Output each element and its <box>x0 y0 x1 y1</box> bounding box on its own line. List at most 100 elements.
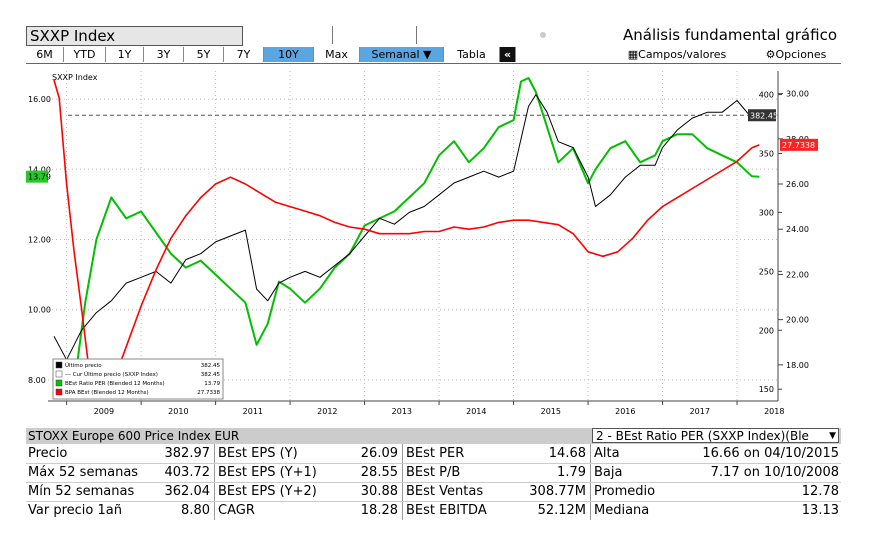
x-tick-label: 2014 <box>466 407 486 416</box>
stat-label: BEst Ventas <box>406 484 484 499</box>
period-button-1y[interactable]: 1Y <box>106 47 144 62</box>
period-button-max[interactable]: Max <box>314 47 360 62</box>
eps-tick-label: 18.00 <box>786 361 809 370</box>
legend-swatch <box>55 361 63 369</box>
stat-value: 362.04 <box>164 484 211 499</box>
legend-swatch <box>55 388 63 396</box>
legend-swatch <box>55 370 63 378</box>
stat-value: 7.17 on 10/10/2008 <box>710 465 839 480</box>
stat-label: Máx 52 semanas <box>28 465 139 480</box>
chevron-down-icon: ▼ <box>829 431 836 441</box>
stat-label: Precio <box>28 446 68 461</box>
price-tick-label: 300 <box>759 208 774 217</box>
stat-value: 1.79 <box>557 465 586 480</box>
eps-value-label: 27.7338 <box>782 141 815 150</box>
stat-label: BEst EBITDA <box>406 503 487 518</box>
stat-label: BEst P/B <box>406 465 461 480</box>
table-row: Var precio 1añ 8.80 CAGR 18.28 BEst EBIT… <box>26 501 841 520</box>
stat-value: 14.68 <box>548 446 586 461</box>
options-button[interactable]: ⚙Opciones <box>756 47 836 62</box>
gear-icon: ⚙ <box>765 48 776 61</box>
chart-series <box>53 77 778 398</box>
per-series-line <box>53 77 760 395</box>
x-tick-label: 2017 <box>690 407 710 416</box>
toolbar-divider <box>416 26 417 44</box>
period-button-10y[interactable]: 10Y <box>264 47 314 62</box>
per-value-label: 13.79 <box>28 173 51 182</box>
period-button-ytd[interactable]: YTD <box>64 47 106 62</box>
x-tick-label: 2011 <box>243 407 263 416</box>
eps-series-line <box>53 79 760 398</box>
price-series-line <box>53 94 760 361</box>
collapse-button[interactable]: « <box>500 47 516 62</box>
period-button-5y[interactable]: 5Y <box>184 47 224 62</box>
period-button-7y[interactable]: 7Y <box>224 47 264 62</box>
chart-svg[interactable]: 2009 2010 2011 2012 2013 2014 2015 2016 2017 2018… <box>26 63 841 428</box>
stat-value: 28.55 <box>360 465 398 480</box>
fields-icon: ▦ <box>627 48 639 61</box>
stat-label: Mín 52 semanas <box>28 484 135 499</box>
stat-value: 30.88 <box>360 484 398 499</box>
period-button-6m[interactable]: 6M <box>26 47 64 62</box>
x-tick-label: 2015 <box>541 407 561 416</box>
fields-label: Campos/valores <box>638 48 727 61</box>
chart-value-markers: 13.79 382.45 27.7338 <box>26 109 818 183</box>
toolbar-divider <box>332 26 333 44</box>
status-dot-icon <box>540 32 546 38</box>
table-row: Máx 52 semanas 403.72 BEst EPS (Y+1) 28.… <box>26 463 841 482</box>
per-value-marker <box>26 170 48 183</box>
table-button[interactable]: Tabla <box>444 47 500 62</box>
eps-tick-label: 22.00 <box>786 270 809 279</box>
chart-axes: 2009 2010 2011 2012 2013 2014 2015 2016 2017 2018… <box>28 71 809 416</box>
stats-header: STOXX Europe 600 Price Index EUR 2 - BEs… <box>26 428 841 444</box>
stat-value: 18.28 <box>360 503 398 518</box>
stat-value: 52.12M <box>537 503 586 518</box>
x-tick-label: 2018 <box>764 407 784 416</box>
stat-value: 308.77M <box>529 484 586 499</box>
left-tick-label: 16.00 <box>28 95 51 104</box>
chart-grid <box>48 71 778 401</box>
stat-label: BEst EPS (Y+2) <box>218 484 317 499</box>
top-bar: SXXP Index Análisis fundamental gráfico <box>26 26 841 46</box>
stat-label: Promedio <box>594 484 656 499</box>
fields-button[interactable]: ▦Campos/valores <box>614 47 740 62</box>
x-tick-label: 2016 <box>615 407 635 416</box>
x-tick-label: 2010 <box>168 407 188 416</box>
x-tick-label: 2012 <box>317 407 337 416</box>
stat-value: 13.13 <box>801 503 839 518</box>
stat-value: 12.78 <box>801 484 839 499</box>
left-tick-label: 10.00 <box>28 306 51 315</box>
stat-value: 26.09 <box>360 446 398 461</box>
row-divider <box>26 501 841 502</box>
table-row: Mín 52 semanas 362.04 BEst EPS (Y+2) 30.… <box>26 482 841 501</box>
stat-value: 403.72 <box>164 465 211 480</box>
legend-label: BEst Ratio PER (Blended 12 Months) <box>65 381 165 387</box>
stat-label: BEst EPS (Y+1) <box>218 465 317 480</box>
ticker-input[interactable]: SXXP Index <box>26 26 243 46</box>
legend-label: Último precio <box>65 362 102 369</box>
stat-label: Mediana <box>594 503 650 518</box>
legend-value: 13.79 <box>204 381 220 387</box>
left-tick-label: 14.00 <box>28 165 51 174</box>
series-selector[interactable]: 2 - BEst Ratio PER (SXXP Index)(Ble ▼ <box>592 428 839 443</box>
options-label: Opciones <box>775 48 827 61</box>
legend-value: 27.7338 <box>197 390 220 396</box>
stat-value: 16.66 on 04/10/2015 <box>702 446 839 461</box>
price-tick-label: 150 <box>759 385 774 394</box>
series-selector-label: 2 - BEst Ratio PER (SXXP Index)(Ble <box>596 429 809 443</box>
left-tick-label: 12.00 <box>28 236 51 245</box>
price-value-marker <box>748 109 776 122</box>
legend-box <box>52 358 224 400</box>
period-button-3y[interactable]: 3Y <box>144 47 184 62</box>
price-tick-label: 400 <box>759 91 774 100</box>
stat-label: BEst PER <box>406 446 465 461</box>
stat-label: BEst EPS (Y) <box>218 446 298 461</box>
chart-area[interactable]: 2009 2010 2011 2012 2013 2014 2015 2016 2017 2018… <box>26 63 841 428</box>
eps-tick-label: 30.00 <box>786 90 809 99</box>
left-tick-label: 8.00 <box>28 376 46 385</box>
legend-swatch <box>55 379 63 387</box>
stat-value: 8.80 <box>181 503 210 518</box>
stat-label: Alta <box>594 446 620 461</box>
eps-tick-label: 24.00 <box>786 225 809 234</box>
frequency-dropdown[interactable]: Semanal ▼ <box>360 47 444 62</box>
